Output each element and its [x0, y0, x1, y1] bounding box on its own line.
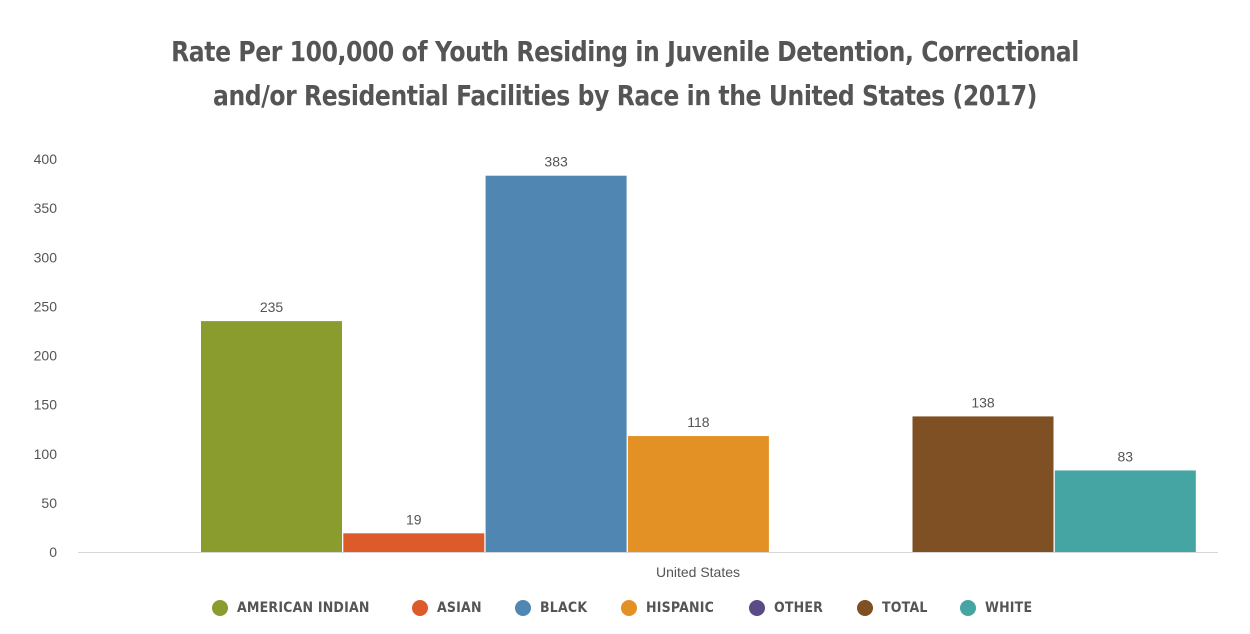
legend-swatch: [856, 600, 873, 616]
legend-swatch: [749, 600, 766, 616]
legend-item[interactable]: HISPANIC: [620, 600, 722, 616]
legend-item[interactable]: TOTAL: [856, 600, 933, 616]
legend-item[interactable]: BLACK: [515, 600, 593, 616]
legend-label: BLACK: [540, 600, 588, 616]
data-label: 19: [406, 511, 422, 527]
y-tick-label: 150: [34, 397, 58, 413]
chart-title-line-2: and/or Residential Facilities by Race in…: [213, 79, 1037, 112]
y-tick-label: 50: [41, 495, 57, 511]
bar-hispanic: [627, 436, 769, 552]
legend-label: ASIAN: [437, 600, 483, 616]
legend-swatch: [620, 600, 637, 616]
legend-label: OTHER: [774, 600, 824, 616]
chart-legend: AMERICAN INDIAN ASIAN BLACK HISPANIC OTHER TO…: [0, 600, 1250, 616]
data-label: 235: [260, 299, 284, 315]
y-tick-label: 300: [34, 249, 58, 265]
legend-item[interactable]: ASIAN: [412, 600, 487, 616]
y-tick-label: 0: [49, 544, 57, 560]
bar-white: [1054, 470, 1196, 552]
legend-item[interactable]: OTHER: [749, 600, 829, 616]
y-tick-label: 200: [34, 348, 58, 364]
legend-label: AMERICAN INDIAN: [237, 600, 370, 616]
y-tick-label: 250: [34, 298, 58, 314]
chart-title-line-1: Rate Per 100,000 of Youth Residing in Ju…: [171, 35, 1079, 68]
data-label: 383: [544, 154, 568, 170]
y-tick-label: 350: [34, 200, 58, 216]
x-category-label: United States: [656, 564, 740, 580]
legend-swatch: [960, 600, 977, 616]
legend-item[interactable]: AMERICAN INDIAN: [212, 600, 384, 616]
data-label: 118: [687, 414, 710, 430]
legend-item[interactable]: WHITE: [960, 600, 1037, 616]
data-label: 83: [1118, 448, 1134, 464]
bar-american-indian: [201, 321, 342, 552]
bar-black: [485, 175, 627, 552]
legend-swatch: [515, 600, 532, 616]
data-label: 138: [971, 394, 995, 410]
y-tick-label: 400: [34, 151, 58, 167]
chart-title: Rate Per 100,000 of Youth Residing in Ju…: [0, 30, 1250, 118]
bar-asian: [343, 533, 485, 552]
legend-swatch: [212, 600, 229, 616]
bar-total: [912, 416, 1054, 552]
legend-label: WHITE: [985, 600, 1033, 616]
legend-swatch: [412, 600, 429, 616]
legend-label: TOTAL: [881, 600, 928, 616]
y-tick-label: 100: [34, 446, 58, 462]
legend-label: HISPANIC: [645, 600, 714, 616]
